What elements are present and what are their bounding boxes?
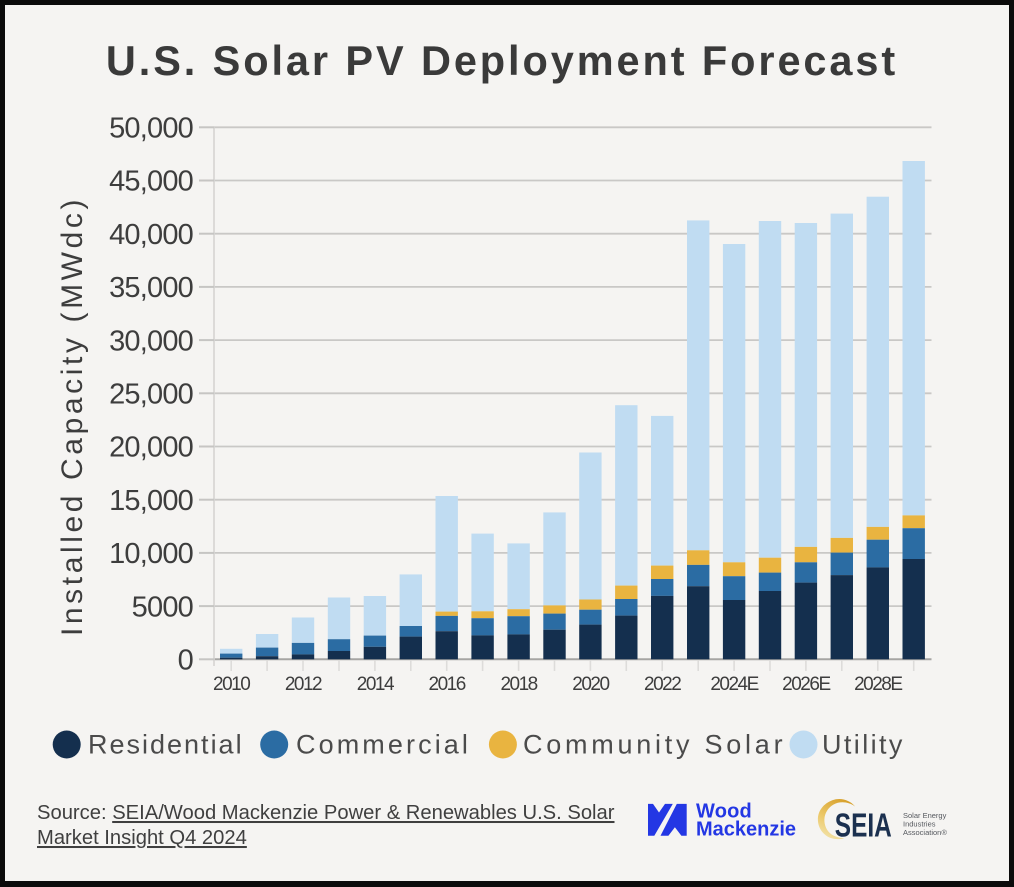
svg-text:2014: 2014	[357, 674, 395, 695]
svg-text:50,000: 50,000	[109, 113, 193, 145]
svg-text:35,000: 35,000	[109, 272, 193, 304]
svg-text:Commercial: Commercial	[296, 730, 471, 760]
svg-text:Community Solar: Community Solar	[523, 730, 786, 760]
svg-text:Mackenzie: Mackenzie	[696, 819, 796, 841]
svg-text:Association®: Association®	[903, 828, 947, 837]
svg-text:Installed Capacity (MWdc): Installed Capacity (MWdc)	[56, 196, 89, 636]
svg-text:30,000: 30,000	[109, 325, 193, 357]
svg-text:Market Insight Q4 2024: Market Insight Q4 2024	[37, 827, 247, 849]
svg-text:2016: 2016	[429, 674, 466, 695]
svg-text:15,000: 15,000	[109, 485, 193, 517]
svg-text:Solar Energy: Solar Energy	[903, 811, 947, 820]
svg-text:10,000: 10,000	[109, 538, 193, 570]
svg-text:SEIA: SEIA	[835, 806, 892, 843]
svg-text:45,000: 45,000	[109, 166, 193, 198]
svg-text:2010: 2010	[213, 674, 250, 695]
svg-text:2012: 2012	[285, 674, 322, 695]
svg-text:2022: 2022	[644, 674, 681, 695]
svg-text:Industries: Industries	[903, 820, 936, 829]
svg-text:0: 0	[178, 645, 193, 677]
svg-text:Utility: Utility	[822, 730, 905, 760]
svg-text:2026E: 2026E	[782, 674, 830, 695]
svg-text:2020: 2020	[572, 674, 609, 695]
svg-text:25,000: 25,000	[109, 379, 193, 411]
svg-text:20,000: 20,000	[109, 432, 193, 464]
svg-text:5000: 5000	[132, 591, 193, 623]
svg-text:Residential: Residential	[88, 730, 244, 760]
svg-text:2028E: 2028E	[854, 674, 902, 695]
svg-text:2018: 2018	[500, 674, 537, 695]
svg-text:40,000: 40,000	[109, 219, 193, 251]
svg-text:2024E: 2024E	[710, 674, 758, 695]
svg-text:Source: SEIA/Wood Mackenzie Po: Source: SEIA/Wood Mackenzie Power & Rene…	[37, 802, 615, 824]
svg-text:Wood: Wood	[696, 801, 752, 823]
